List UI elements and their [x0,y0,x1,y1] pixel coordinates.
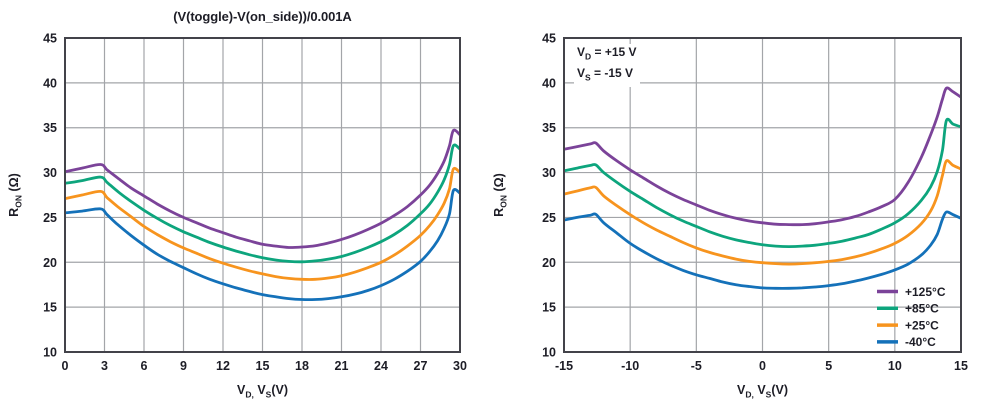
y-tick-label: 35 [542,121,556,135]
legend-label-+25°C: +25°C [905,318,939,332]
y-tick-label: 10 [43,346,57,360]
series-curve-+25°C [64,166,461,281]
y-axis-label-subscript: ON [13,195,24,208]
x-axis-label-v1: V [237,383,246,397]
y-tick-label: 30 [542,166,556,180]
series-curve-+125°C [563,86,962,227]
y-axis-label-base: R [492,207,506,217]
x-tick-label: 18 [295,359,309,373]
y-axis-label-subscript: ON [498,195,509,208]
x-tick-label: 0 [759,359,766,373]
x-tick-label: 0 [62,359,69,373]
annotation-vs-value: = -15 V [590,66,634,81]
x-axis-label-right: VD, VS(V) [564,383,961,400]
legend: +125°C +85°C +25°C -40°C [877,285,946,349]
y-tick-label: 15 [43,301,57,315]
legend-label-+85°C: +85°C [905,302,939,316]
y-tick-label: 30 [43,166,57,180]
x-axis-label-sub1: D, [745,389,754,400]
annotation-vs: V [577,66,586,81]
series-curve--40°C [64,188,461,302]
x-tick-label: 3 [101,359,108,373]
x-axis-label-sub1: D, [245,389,254,400]
legend-label--40°C: -40°C [905,335,936,349]
x-tick-label: 30 [453,359,467,373]
y-axis-label-right: RON (Ω) [492,150,509,240]
x-axis-label-sub2: S [765,389,772,400]
x-axis-label-unit: (V) [271,383,288,397]
y-tick-label: 20 [43,256,57,270]
plot-frame [64,37,461,353]
x-tick-label: 10 [888,359,902,373]
legend-label-+125°C: +125°C [905,285,946,299]
x-axis-label-mid: V [253,383,266,397]
x-tick-label: 9 [180,359,187,373]
y-tick-label: 45 [43,32,57,46]
series-curve--40°C [563,210,962,290]
annotation-vd: V [577,45,586,59]
y-tick-label: 25 [542,211,556,225]
series-curve-+125°C [64,128,461,249]
y-tick-label: 25 [43,211,57,225]
x-axis-label-left: VD, VS(V) [65,383,460,400]
chart-panel-0: 0 3 6 9 12 15 18 21 24 27 30 10 15 20 25 30 35 40 45 [43,32,467,374]
x-axis-label-v1: V [737,383,746,397]
bias-conditions-annotation: VD = +15 V VS = -15 V [574,44,640,87]
annotation-line-1: VD = +15 V [577,44,637,65]
annotation-vd-sub: D [585,51,592,62]
y-tick-label: 40 [542,76,556,90]
x-tick-label: 15 [954,359,968,373]
x-tick-label: 12 [216,359,230,373]
y-axis-label-unit: (Ω) [492,173,506,196]
series-curve-+25°C [563,159,962,266]
y-axis-label-base: R [7,207,21,217]
series-curve-+85°C [64,143,461,264]
y-tick-label: 45 [542,32,556,46]
y-tick-label: 35 [43,121,57,135]
x-tick-label: -10 [621,359,639,373]
annotation-vs-sub: S [585,72,591,83]
x-tick-label: 27 [414,359,428,373]
left-chart-title: (V(toggle)-V(on_side))/0.001A [173,9,352,24]
x-tick-label: 6 [141,359,148,373]
y-tick-label: 40 [43,76,57,90]
y-tick-label: 15 [542,301,556,315]
x-tick-label: 24 [374,359,388,373]
plot-frame [563,37,962,353]
annotation-line-2: VS = -15 V [577,65,637,86]
x-tick-label: -15 [555,359,573,373]
series-curve-+85°C [563,117,962,248]
y-tick-label: 10 [542,346,556,360]
x-tick-label: 15 [256,359,270,373]
x-tick-label: 5 [825,359,832,373]
x-tick-label: 21 [335,359,349,373]
annotation-vd-value: = +15 V [591,45,637,59]
x-axis-label-mid: V [753,383,766,397]
y-axis-label-unit: (Ω) [7,173,21,196]
y-axis-label-left: RON (Ω) [7,150,24,240]
x-axis-label-unit: (V) [771,383,788,397]
x-tick-label: -5 [691,359,702,373]
x-axis-label-sub2: S [265,389,272,400]
y-tick-label: 20 [542,256,556,270]
